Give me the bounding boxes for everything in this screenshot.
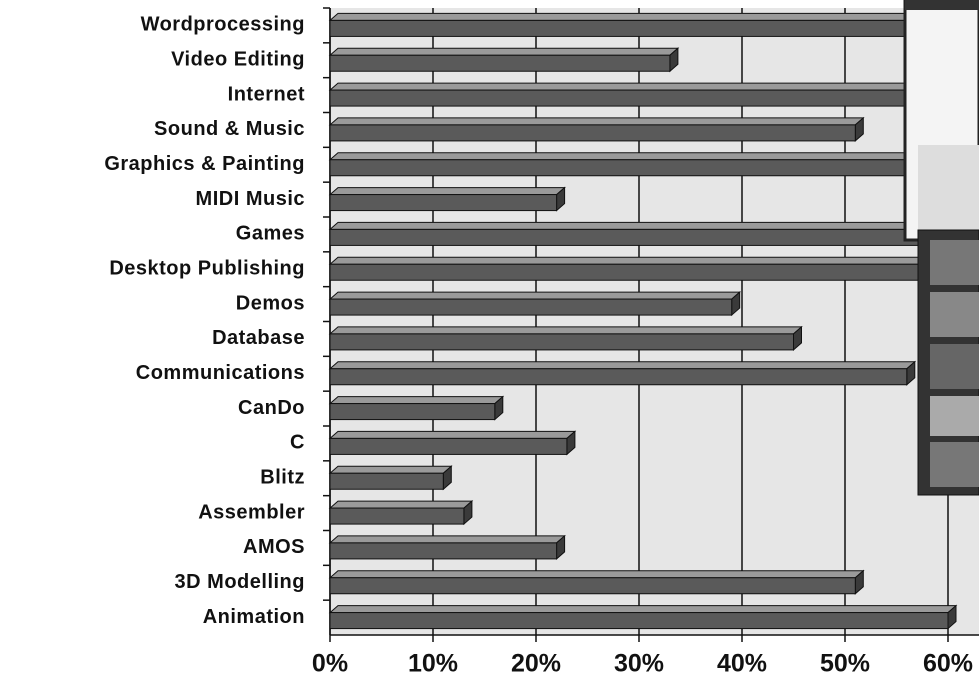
bar-top (330, 501, 472, 508)
x-tick-label: 20% (511, 650, 561, 678)
bar (330, 473, 443, 489)
y-tick-label: Demos (236, 292, 305, 314)
y-tick-label: C (290, 432, 305, 454)
bar (330, 334, 794, 350)
bar-top (330, 362, 915, 369)
y-tick-label: Blitz (260, 467, 305, 489)
bar (330, 264, 979, 280)
bar-top (330, 13, 979, 20)
y-tick-label: Wordprocessing (141, 14, 305, 36)
bar-top (330, 257, 979, 264)
bar-top (330, 222, 979, 229)
bar-top (330, 431, 575, 438)
bar-top (330, 188, 565, 195)
y-tick-label: Video Editing (171, 49, 305, 71)
x-tick-label: 40% (717, 650, 767, 678)
y-tick-label: Internet (228, 83, 305, 105)
bar (330, 438, 567, 454)
chart: 0% 10% 20% 30% 40% 50% 60% Wordprocessing Video … (0, 0, 979, 678)
bar-top (330, 48, 678, 55)
bar-top (330, 153, 979, 160)
y-tick-label: CanDo (238, 397, 305, 419)
bar (330, 90, 969, 106)
bar (330, 229, 979, 245)
bar (330, 543, 557, 559)
bar-top (330, 571, 863, 578)
bar (330, 508, 464, 524)
bar (330, 20, 979, 36)
x-tick-label: 60% (923, 650, 973, 678)
y-tick-label: Desktop Publishing (109, 258, 305, 280)
bar-top (330, 466, 451, 473)
x-tick-label: 50% (820, 650, 870, 678)
x-tick-label: 0% (312, 650, 348, 678)
y-tick-label: Communications (136, 362, 305, 384)
bar-top (330, 397, 503, 404)
bar (330, 299, 732, 315)
bar (330, 578, 855, 594)
bar (330, 613, 948, 629)
bar (330, 55, 670, 71)
y-tick-label: Graphics & Painting (104, 153, 305, 175)
y-tick-label: Database (212, 327, 305, 349)
bar-top (330, 292, 740, 299)
x-tick-label: 10% (408, 650, 458, 678)
bar (330, 160, 979, 176)
x-tick-label: 30% (614, 650, 664, 678)
y-tick-label: Sound & Music (154, 118, 305, 140)
y-tick-label: 3D Modelling (175, 571, 305, 593)
bar-top (330, 536, 565, 543)
y-tick-label: MIDI Music (196, 188, 305, 210)
bar (330, 125, 855, 141)
bar-top (330, 327, 802, 334)
bar (330, 195, 557, 211)
bar-top (330, 83, 977, 90)
y-tick-label: Assembler (198, 501, 305, 523)
y-tick-label: Games (236, 223, 305, 245)
bar-top (330, 118, 863, 125)
y-tick-label: AMOS (243, 536, 305, 558)
bar (330, 369, 907, 385)
y-tick-label: Animation (203, 606, 305, 628)
bar (330, 404, 495, 420)
bar-top (330, 606, 956, 613)
